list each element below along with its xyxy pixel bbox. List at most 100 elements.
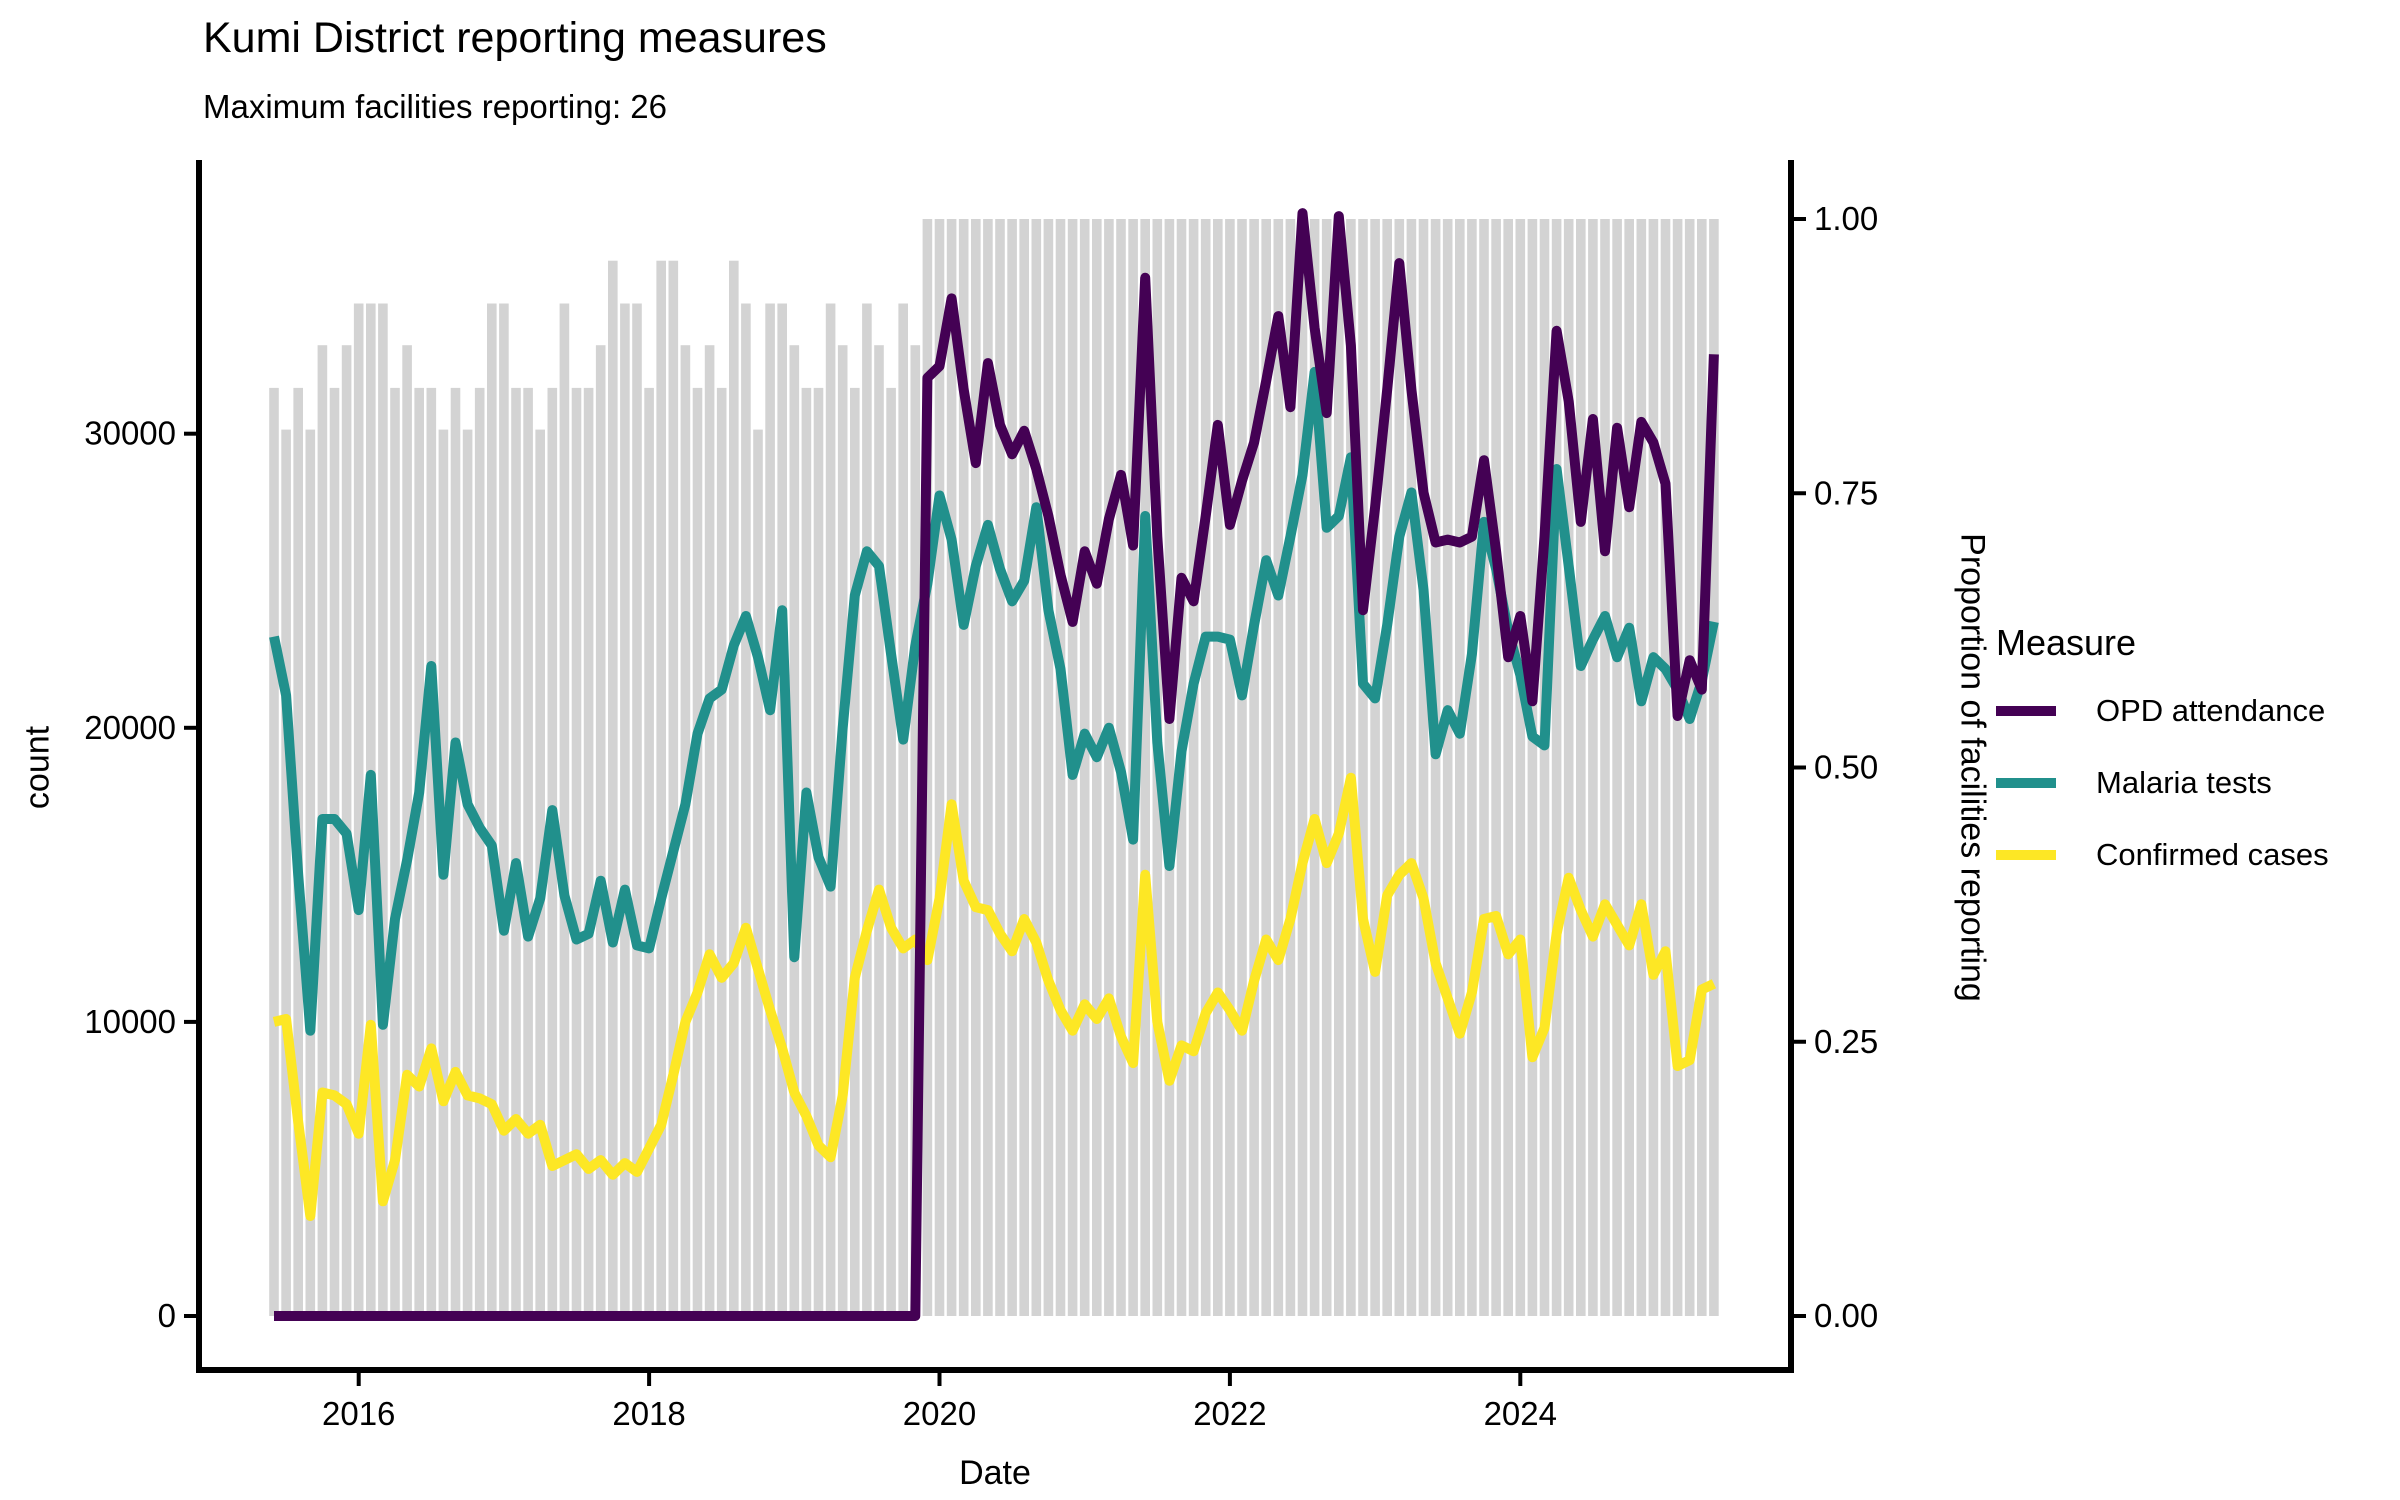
reporting-bar (1406, 219, 1417, 1316)
reporting-bar (1636, 219, 1647, 1316)
reporting-bar (620, 303, 630, 1316)
y-tick-label-right: 0.00 (1814, 1297, 1878, 1334)
y-tick-label-left: 0 (158, 1297, 176, 1334)
reporting-bar (741, 303, 751, 1316)
reporting-bar (874, 345, 884, 1316)
reporting-bar (1539, 219, 1550, 1316)
reporting-bar (426, 387, 437, 1316)
reporting-bar (1455, 219, 1465, 1316)
reporting-bar (1140, 219, 1150, 1316)
reporting-bar (656, 260, 666, 1317)
y-tick-label-left: 20000 (84, 709, 176, 746)
reporting-bar (983, 219, 993, 1316)
y-tick-label-right: 0.75 (1814, 474, 1878, 511)
x-axis-label: Date (959, 1454, 1031, 1492)
legend-label: Confirmed cases (2096, 837, 2329, 872)
reporting-bar (1527, 219, 1538, 1316)
y-axis-label-right: Proportion of facilities reporting (1953, 533, 1992, 1002)
reporting-bar (971, 219, 981, 1316)
reporting-bar (1576, 219, 1586, 1316)
reporting-bar (511, 387, 521, 1316)
y-tick-label-left: 30000 (84, 415, 176, 452)
reporting-bar (1697, 219, 1707, 1316)
reporting-bar (390, 387, 400, 1316)
reporting-bar (1430, 219, 1441, 1316)
reporting-bar (1709, 219, 1719, 1316)
reporting-bar (910, 345, 921, 1316)
reporting-bar (402, 345, 412, 1316)
reporting-bar (934, 219, 945, 1316)
reporting-bar (1249, 219, 1259, 1316)
y-tick-label-right: 0.50 (1814, 749, 1878, 786)
reporting-bar (1273, 219, 1284, 1316)
legend-key-line (1996, 778, 2056, 788)
reporting-bar (1624, 219, 1634, 1316)
reporting-bar (1104, 219, 1114, 1316)
reporting-bar (922, 219, 933, 1316)
reporting-bar (1007, 219, 1017, 1316)
malaria-tests-line (269, 366, 1719, 1036)
y-tick-label-right: 1.00 (1814, 200, 1878, 237)
reporting-bar (559, 303, 570, 1316)
x-tick-label: 2020 (903, 1395, 976, 1432)
reporting-bar (1346, 219, 1356, 1316)
reporting-bar (1588, 219, 1598, 1316)
reporting-bar (378, 303, 388, 1316)
reporting-bar (668, 260, 679, 1317)
reporting-bar (995, 219, 1005, 1316)
reporting-bar (499, 303, 509, 1316)
reporting-bar (716, 387, 727, 1316)
reporting-bar (1019, 219, 1029, 1316)
legend-item-malaria-tests: Malaria tests (1996, 762, 2400, 804)
reporting-bar (753, 429, 763, 1317)
reporting-bar (1394, 219, 1405, 1316)
reporting-bar (1660, 219, 1671, 1316)
reporting-bar (547, 387, 558, 1316)
reporting-bar (1213, 219, 1223, 1316)
reporting-bar (1297, 219, 1308, 1316)
reporting-bar (632, 303, 642, 1316)
reporting-bar (1092, 219, 1102, 1316)
reporting-bar (571, 387, 582, 1316)
reporting-bar (1334, 219, 1344, 1316)
reporting-bar (898, 303, 908, 1316)
reporting-bar (1515, 219, 1526, 1316)
legend: Measure OPD attendance Malaria tests Confi… (1996, 622, 2400, 906)
legend-label: OPD attendance (2096, 693, 2326, 728)
reporting-bar (1285, 219, 1296, 1316)
reporting-bar (1600, 219, 1610, 1316)
reporting-bar (1164, 219, 1175, 1316)
x-tick-label: 2024 (1484, 1395, 1557, 1432)
x-tick-label: 2016 (322, 1395, 395, 1432)
reporting-bar (608, 260, 618, 1317)
confirmed-cases-line (272, 772, 1717, 1221)
reporting-bar (644, 387, 654, 1316)
reporting-bar (1418, 219, 1429, 1316)
reporting-bar (1055, 219, 1066, 1316)
reporting-bar (958, 219, 969, 1316)
legend-key-line (1996, 850, 2056, 860)
reporting-bar (1188, 219, 1199, 1316)
reporting-bar (1491, 219, 1501, 1316)
y-axis-label-left: count (18, 725, 57, 810)
reporting-bar (1309, 219, 1320, 1316)
reporting-bar (1031, 219, 1042, 1316)
reporting-bar (1043, 219, 1054, 1316)
reporting-bar (329, 387, 340, 1316)
x-tick-label: 2018 (612, 1395, 685, 1432)
chart-subtitle: Maximum facilities reporting: 26 (203, 88, 667, 125)
reporting-bar (1503, 219, 1513, 1316)
legend-key-line (1996, 706, 2056, 716)
reporting-bar (414, 387, 424, 1316)
reporting-bar (1237, 219, 1247, 1316)
reporting-bar (1684, 219, 1695, 1316)
reporting-bar (353, 303, 364, 1316)
opd-attendance-line (274, 208, 1719, 1321)
reporting-bar (825, 303, 836, 1316)
reporting-bar (1612, 219, 1622, 1316)
reporting-bar (704, 345, 715, 1316)
reporting-bar (1479, 219, 1489, 1316)
reporting-bar (583, 387, 594, 1316)
